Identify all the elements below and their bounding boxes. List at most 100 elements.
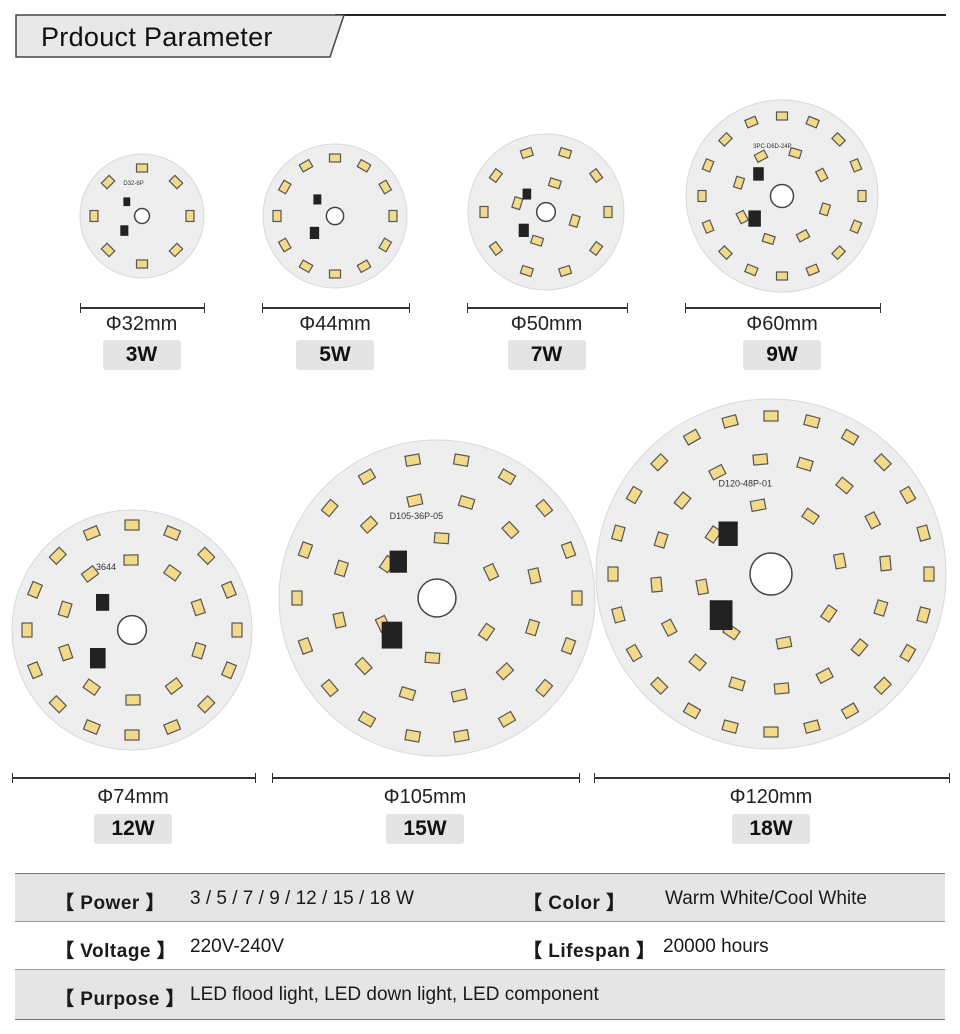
silkscreen-text: D120-48P-01 bbox=[719, 479, 773, 489]
led-chip bbox=[359, 515, 379, 534]
rectifier-ic bbox=[313, 194, 322, 205]
led-chip bbox=[775, 271, 789, 281]
led-chip bbox=[529, 234, 545, 247]
led-boards: D32-6P 3PC-D6D-24P 3644 D105-36P-05 D120-48P… bbox=[11, 99, 947, 757]
led-board-9W: 3PC-D6D-24P bbox=[685, 99, 879, 293]
dimension-line bbox=[594, 773, 950, 783]
led-chip bbox=[840, 428, 860, 446]
led-chip bbox=[805, 263, 821, 277]
led-chip bbox=[164, 677, 184, 696]
led-chip bbox=[277, 179, 292, 195]
led-chip bbox=[406, 493, 424, 508]
led-chip bbox=[388, 209, 398, 223]
led-chip bbox=[333, 559, 350, 578]
led-chip bbox=[803, 414, 821, 429]
led-chip bbox=[125, 694, 141, 706]
power-badge: 12W bbox=[94, 814, 172, 844]
led-chip bbox=[560, 541, 577, 560]
led-board-12W: 3644 bbox=[11, 509, 253, 751]
led-chip bbox=[332, 611, 347, 629]
led-chip bbox=[568, 213, 581, 229]
led-chip bbox=[21, 622, 33, 638]
led-chip bbox=[899, 643, 917, 663]
led-chip bbox=[795, 228, 811, 243]
driver-ic bbox=[90, 648, 106, 669]
power-badge: 5W bbox=[296, 340, 374, 370]
led-chip bbox=[923, 566, 935, 582]
led-chip bbox=[519, 146, 535, 160]
header-rule bbox=[335, 14, 946, 16]
led-chip bbox=[82, 678, 102, 697]
led-chip bbox=[625, 643, 643, 663]
led-chip bbox=[357, 468, 377, 486]
led-chip bbox=[231, 622, 243, 638]
led-chip bbox=[297, 636, 314, 655]
led-chip bbox=[660, 618, 678, 637]
purpose-value: LED flood light, LED down light, LED com… bbox=[190, 984, 599, 1005]
driver-ic bbox=[709, 600, 733, 630]
led-chip bbox=[163, 524, 182, 542]
led-chip bbox=[557, 264, 573, 278]
power-value: 3 / 5 / 7 / 9 / 12 / 15 / 18 W bbox=[190, 888, 414, 909]
led-chip bbox=[320, 498, 339, 518]
led-chip bbox=[272, 209, 282, 223]
led-chip bbox=[899, 485, 917, 505]
led-chip bbox=[879, 555, 892, 572]
led-chip bbox=[761, 232, 776, 246]
rectifier-ic bbox=[753, 167, 764, 181]
led-chip bbox=[801, 507, 820, 526]
led-chip bbox=[752, 453, 769, 466]
spec-row-power-color: 【 Power 】 3 / 5 / 7 / 9 / 12 / 15 / 18 W… bbox=[15, 874, 945, 922]
led-chip bbox=[873, 452, 893, 472]
led-chip bbox=[775, 635, 793, 650]
led-chip bbox=[788, 146, 803, 160]
led-chip bbox=[763, 410, 779, 422]
led-chip bbox=[815, 667, 834, 685]
voltage-label: 【 Voltage 】 bbox=[55, 941, 177, 962]
led-chip bbox=[398, 685, 417, 702]
led-chip bbox=[479, 205, 489, 219]
led-chip bbox=[185, 209, 195, 223]
led-board-5W bbox=[262, 143, 408, 289]
led-chip bbox=[835, 476, 854, 495]
led-chip bbox=[849, 157, 863, 173]
driver-ic bbox=[381, 621, 403, 649]
led-chip bbox=[497, 710, 517, 728]
led-chip bbox=[123, 554, 139, 566]
led-chip bbox=[749, 498, 767, 513]
led-chip bbox=[607, 566, 619, 582]
dimension-line bbox=[467, 303, 628, 313]
led-chip bbox=[433, 532, 450, 545]
led-chip bbox=[753, 149, 769, 164]
led-chip bbox=[732, 175, 746, 190]
led-chip bbox=[701, 219, 715, 235]
led-chip bbox=[135, 259, 149, 269]
dimension-line bbox=[262, 303, 410, 313]
led-chip bbox=[297, 541, 314, 560]
led-chip bbox=[57, 643, 74, 662]
page-title: Prdouct Parameter bbox=[41, 22, 273, 52]
led-chip bbox=[831, 245, 847, 261]
led-chip bbox=[524, 618, 541, 637]
led-board-7W bbox=[467, 133, 625, 291]
rectifier-ic bbox=[123, 197, 131, 207]
diameter-label: Φ74mm bbox=[97, 786, 169, 808]
diameter-label: Φ50mm bbox=[510, 313, 583, 335]
led-chip bbox=[773, 682, 790, 695]
led-chip bbox=[743, 115, 759, 129]
led-chip bbox=[356, 259, 372, 274]
power-label: 【 Power 】 bbox=[55, 893, 166, 914]
led-chip bbox=[535, 498, 554, 518]
led-chip bbox=[682, 702, 702, 720]
led-chip bbox=[488, 167, 504, 184]
lifespan-label: 【 Lifespan 】 bbox=[523, 941, 656, 962]
led-chip bbox=[378, 179, 393, 195]
led-chip bbox=[82, 524, 101, 542]
led-chip bbox=[814, 167, 829, 183]
section-header: Prdouct Parameter bbox=[15, 14, 345, 58]
led-chip bbox=[80, 564, 100, 583]
led-chip bbox=[190, 598, 207, 617]
led-chip bbox=[220, 661, 238, 680]
led-chip bbox=[701, 157, 715, 173]
led-chip bbox=[916, 524, 931, 542]
